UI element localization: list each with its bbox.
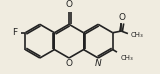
Text: CH₃: CH₃ (130, 32, 143, 38)
Text: N: N (95, 59, 102, 68)
Text: O: O (65, 0, 72, 9)
Text: CH₃: CH₃ (120, 55, 133, 61)
Text: F: F (12, 28, 17, 37)
Text: O: O (65, 59, 72, 68)
Text: O: O (119, 13, 126, 22)
